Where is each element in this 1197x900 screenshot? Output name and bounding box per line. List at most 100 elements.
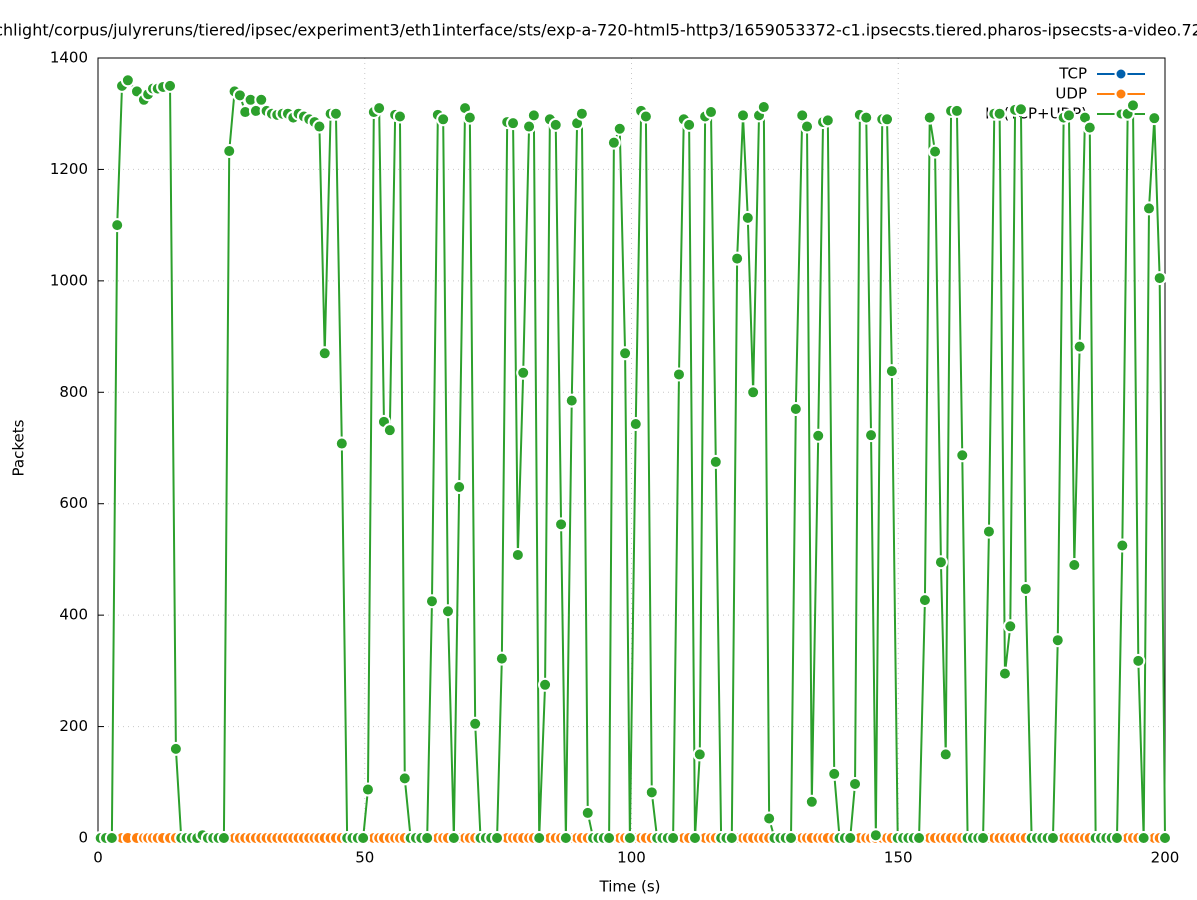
data-point [360,782,375,797]
data-point [949,103,964,118]
data-point [933,555,948,570]
data-point [317,346,332,361]
x-tick-label: 50 [355,849,374,867]
data-point [820,113,835,128]
data-point [736,108,751,123]
data-point [618,346,633,361]
data-point [1067,558,1082,572]
y-tick-label: 800 [59,383,88,401]
data-point [848,776,863,791]
data-point [452,480,467,494]
data-point [687,831,702,845]
data-point [606,135,621,150]
data-point [880,112,895,127]
data-point [1136,831,1151,845]
x-tick-label: 200 [1151,849,1180,867]
data-point [522,119,537,134]
data-point [494,651,509,666]
y-tick-label: 400 [59,606,88,624]
y-tick-label: 1000 [50,271,88,289]
data-point [328,106,343,121]
data-point [1147,111,1162,126]
data-point [628,417,643,432]
data-point [928,144,943,159]
data-point [730,251,745,266]
x-tick-label: 150 [884,849,913,867]
data-point [104,831,119,845]
y-tick-label: 1400 [50,49,88,67]
data-point [638,109,653,124]
data-point [1061,108,1076,123]
data-point [356,831,371,845]
data-point [558,831,573,845]
data-point [120,73,135,88]
data-point [1125,98,1140,113]
data-point [827,766,842,781]
data-point [222,144,237,159]
x-axis-label: Time (s) [599,878,661,896]
data-point [254,92,269,107]
data-point [1109,831,1124,845]
legend-marker [1114,67,1128,81]
data-point [440,604,455,619]
data-point [168,741,183,756]
data-point [682,117,697,132]
data-point [532,831,547,845]
data-point [843,831,858,845]
data-point [564,393,579,408]
data-point [938,747,953,762]
data-point [1131,653,1146,668]
data-point [868,828,883,843]
data-point [811,428,826,443]
data-point [922,110,937,125]
data-point [602,831,617,845]
data-point [1141,201,1156,216]
data-point [1115,538,1130,553]
data-point [800,119,815,134]
data-point [884,364,899,379]
y-tick-label: 0 [78,829,88,847]
data-point [490,831,505,845]
data-point [216,831,231,845]
data-point [446,831,461,845]
data-point [1072,339,1087,354]
data-point [548,117,563,132]
data-point [163,78,178,93]
data-point [703,105,718,120]
data-point [795,108,810,123]
data-point [526,108,541,123]
legend-label: UDP [1055,85,1087,103]
data-point [622,831,637,845]
data-point [312,119,327,134]
legend-marker [1114,87,1128,101]
data-point [574,106,589,121]
data-point [644,785,659,800]
data-point [1045,831,1060,845]
chart-title: chlight/corpus/julyreruns/tiered/ipsec/e… [0,21,1197,40]
data-point [1158,831,1172,845]
data-point [859,110,874,125]
data-point [746,385,761,400]
data-point [864,428,879,443]
data-point [708,454,723,469]
data-point [506,116,521,131]
y-axis-label: Packets [10,419,28,476]
data-point [436,112,451,127]
x-tick-label: 0 [93,849,103,867]
series-line [100,78,1166,839]
data-point [580,805,595,820]
data-point [917,593,932,608]
x-tick-label: 100 [617,849,646,867]
data-point [981,524,996,539]
data-point [692,747,707,762]
data-point [468,716,483,731]
data-point [554,517,569,532]
data-point [612,121,627,136]
data-point [724,831,739,845]
data-point [1082,120,1097,135]
data-point [955,448,970,463]
data-point [671,367,686,382]
data-point [392,109,407,124]
y-tick-label: 1200 [50,160,88,178]
